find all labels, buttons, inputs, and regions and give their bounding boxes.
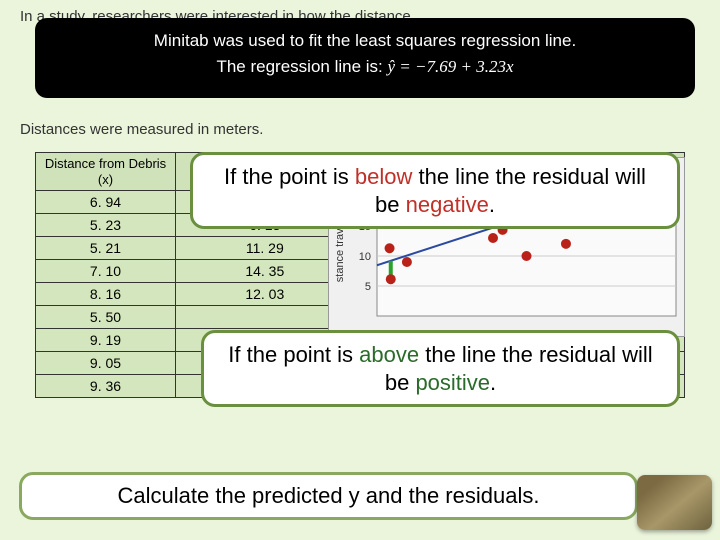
table-cell: 5. 23 <box>36 214 176 237</box>
table-cell: 9. 36 <box>36 375 176 398</box>
col-header-0: Distance from Debris (x) <box>36 153 176 191</box>
cm-t1: If the point is <box>228 342 359 367</box>
svg-text:10: 10 <box>359 251 371 263</box>
cm-above: above <box>359 342 419 367</box>
callout-below-negative: If the point is below the line the resid… <box>190 152 680 229</box>
table-cell: 9. 19 <box>36 329 176 352</box>
banner-line1: Minitab was used to fit the least square… <box>51 28 679 54</box>
table-cell: 9. 05 <box>36 352 176 375</box>
table-cell: 6. 94 <box>36 191 176 214</box>
ct-below: below <box>355 164 412 189</box>
lizard-image <box>637 475 712 530</box>
cm-pos: positive <box>415 370 490 395</box>
table-cell: 5. 50 <box>36 306 176 329</box>
ct-neg: negative <box>406 192 489 217</box>
table-cell: 7. 10 <box>36 260 176 283</box>
table-cell: 5. 21 <box>36 237 176 260</box>
callout-above-positive: If the point is above the line the resid… <box>201 330 680 407</box>
bg-distances-text: Distances were measured in meters. <box>20 121 263 138</box>
banner-line2: The regression line is: ŷ = −7.69 + 3.23… <box>51 54 679 80</box>
regression-banner: Minitab was used to fit the least square… <box>35 18 695 98</box>
ct-t1: If the point is <box>224 164 355 189</box>
cm-t3: . <box>490 370 496 395</box>
svg-text:5: 5 <box>365 281 371 293</box>
ct-t3: . <box>489 192 495 217</box>
banner-equation: ŷ = −7.69 + 3.23x <box>388 57 514 76</box>
bottom-instruction: Calculate the predicted y and the residu… <box>19 472 638 520</box>
table-cell: 8. 16 <box>36 283 176 306</box>
banner-line2-prefix: The regression line is: <box>216 57 387 76</box>
